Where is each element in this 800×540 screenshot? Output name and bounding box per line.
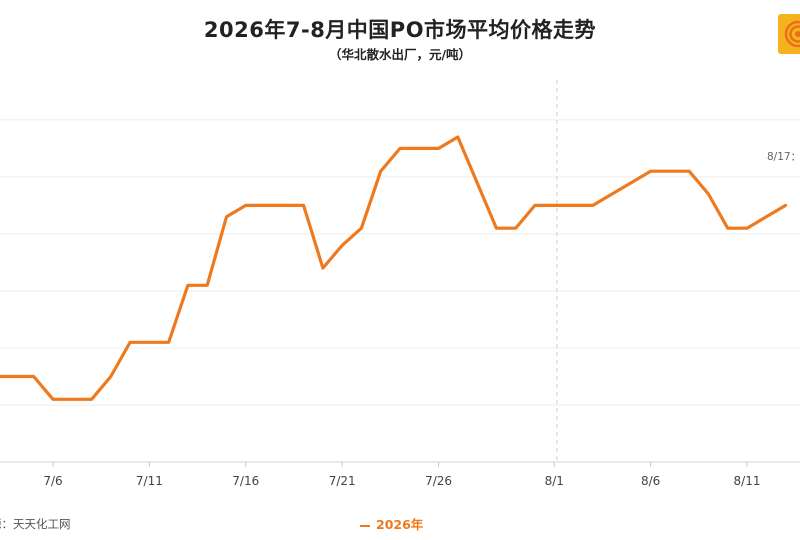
- legend-label: 2026年: [376, 517, 424, 532]
- source-note: 源：天天化工网: [0, 517, 71, 531]
- x-tick-label: 7/21: [329, 474, 356, 488]
- brand-logo: [778, 14, 800, 54]
- legend-swatch: [360, 524, 370, 527]
- x-tick-label: 8/6: [641, 474, 660, 488]
- chart-subtitle: （华北散水出厂，元/吨）: [328, 47, 472, 62]
- x-tick-label: 8/11: [734, 474, 761, 488]
- x-tick-label: 7/11: [136, 474, 163, 488]
- data-annotation: 8/17：: [767, 151, 800, 163]
- chart-title: 2026年7-8月中国PO市场平均价格走势: [203, 18, 597, 42]
- x-tick-label: 8/1: [545, 474, 564, 488]
- legend: 2026年: [360, 514, 423, 533]
- x-tick-label: 7/26: [425, 474, 452, 488]
- x-tick-label: 7/16: [232, 474, 259, 488]
- x-tick-label: 7/6: [43, 474, 62, 488]
- series-line-2026: [0, 135, 788, 401]
